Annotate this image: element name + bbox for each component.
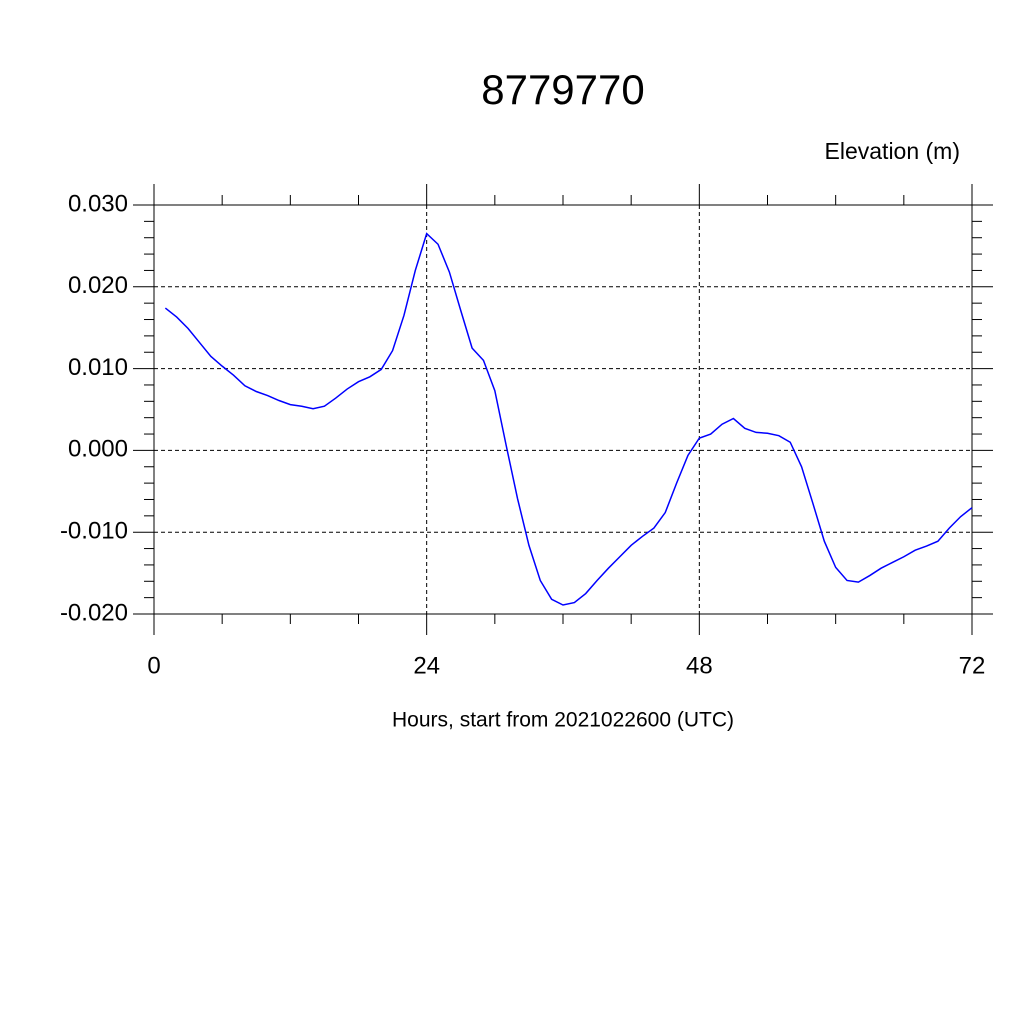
plot-frame: [153, 204, 973, 615]
x-axis-label: Hours, start from 2021022600 (UTC): [392, 709, 734, 732]
y-tick-label: -0.010: [60, 518, 128, 545]
chart-title: 8779770: [481, 66, 645, 113]
x-tick-label: 24: [413, 652, 440, 679]
chart-subtitle: Elevation (m): [825, 138, 960, 164]
y-tick-label: 0.030: [68, 190, 128, 217]
x-tick-label: 0: [147, 652, 160, 679]
y-tick-label: -0.020: [60, 599, 128, 626]
x-tick-label: 48: [686, 652, 713, 679]
data-line: [164, 232, 973, 606]
y-tick-label: 0.010: [68, 354, 128, 381]
y-tick-label: 0.020: [68, 272, 128, 299]
y-tick-label: 0.000: [68, 436, 128, 463]
x-tick-label: 72: [959, 652, 986, 679]
